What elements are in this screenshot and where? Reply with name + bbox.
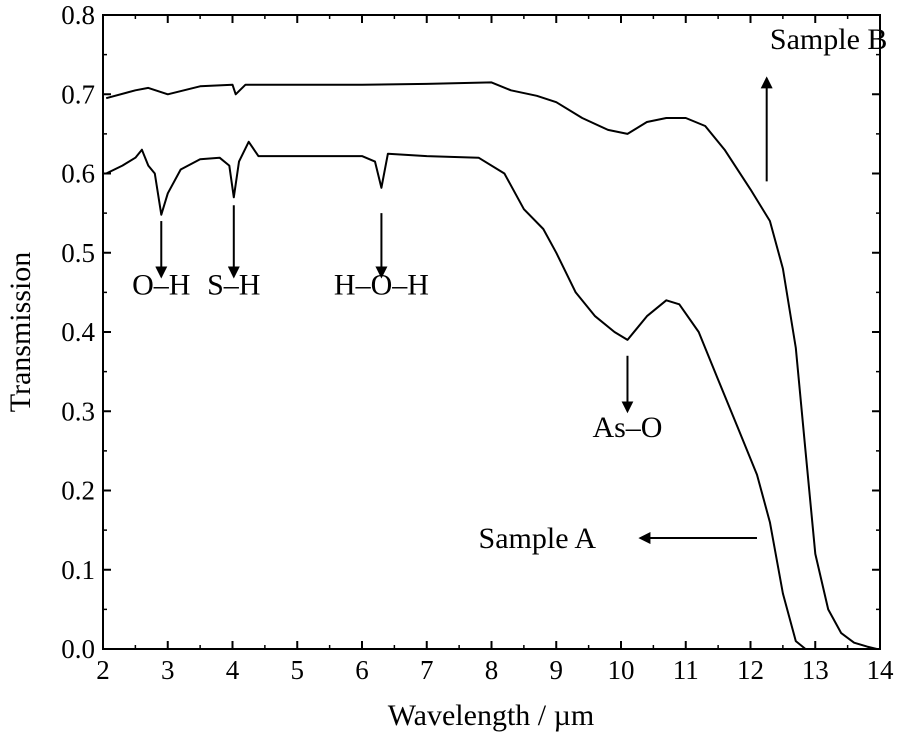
annotation-label-sample-b: Sample B — [770, 23, 888, 56]
annotation-label-as-o: As–O — [592, 411, 662, 444]
x-tick-label: 3 — [161, 655, 175, 685]
x-tick-label: 11 — [673, 655, 699, 685]
annotation-label-s-h: S–H — [207, 268, 260, 301]
x-tick-label: 14 — [867, 655, 895, 685]
x-tick-label: 7 — [420, 655, 434, 685]
y-tick-label: 0.1 — [61, 555, 95, 585]
plot-frame — [102, 14, 881, 650]
y-tick-label: 0.6 — [61, 159, 95, 189]
annotation-label-sample-a: Sample A — [479, 522, 597, 555]
annotation-label-h-o-h: H–O–H — [334, 268, 429, 301]
x-tick-label: 2 — [96, 655, 110, 685]
x-tick-label: 10 — [608, 655, 635, 685]
y-tick-label: 0.8 — [61, 0, 95, 30]
y-axis-title: Transmission — [4, 252, 37, 413]
y-tick-label: 0.7 — [61, 79, 95, 109]
y-tick-label: 0.5 — [61, 238, 95, 268]
x-tick-label: 12 — [737, 655, 764, 685]
x-tick-label: 5 — [291, 655, 305, 685]
series-line-sample-a — [105, 140, 816, 650]
x-tick-label: 13 — [802, 655, 829, 685]
series-line-sample-b — [105, 81, 878, 650]
x-tick-label: 8 — [485, 655, 499, 685]
x-tick-label: 9 — [550, 655, 564, 685]
y-tick-label: 0.0 — [61, 634, 95, 664]
x-tick-label: 6 — [355, 655, 369, 685]
x-axis-title: Wavelength / µm — [388, 699, 594, 732]
y-tick-label: 0.3 — [61, 396, 95, 426]
x-tick-label: 4 — [226, 655, 240, 685]
y-tick-label: 0.2 — [61, 476, 95, 506]
y-tick-label: 0.4 — [61, 317, 95, 347]
annotation-label-o-h: O–H — [132, 268, 190, 301]
